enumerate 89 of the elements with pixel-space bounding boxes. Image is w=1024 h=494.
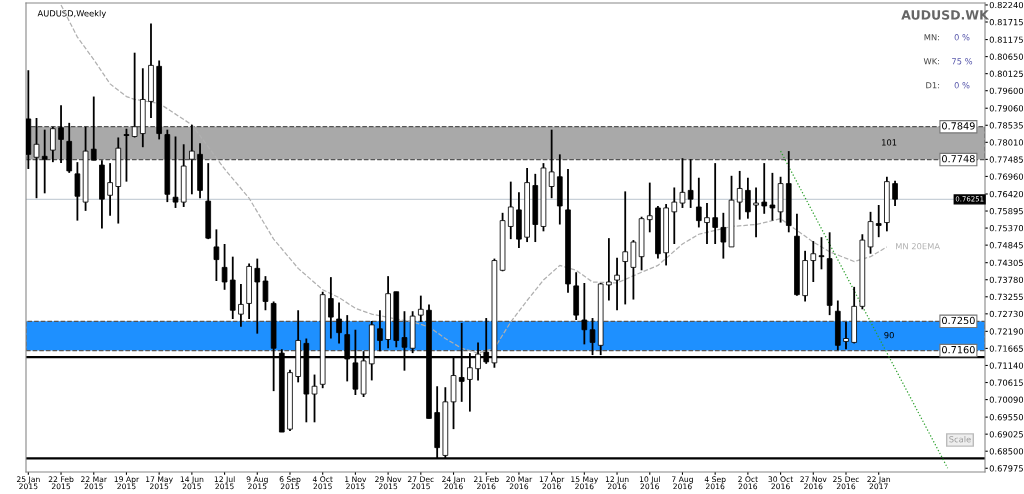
annotation: 0.7160 [942,345,975,354]
candlestick [687,158,694,209]
candlestick [33,117,40,200]
candlestick [238,283,244,328]
candlestick [614,256,620,312]
y-tick-label: 0.79600 [989,87,1024,94]
y-tick-label: 0.71140 [989,362,1024,369]
candlestick [892,179,898,207]
candlestick [507,180,514,241]
candlestick [189,123,195,196]
y-tick-label: 0.74305 [989,259,1023,266]
candlestick [74,161,81,222]
candlestick [712,162,718,245]
candlestick [671,186,678,245]
y-tick-label: 0.78535 [989,122,1023,129]
candlestick [736,170,743,221]
candlestick [418,294,424,323]
candlestick [213,228,220,282]
candlestick [172,135,179,209]
y-tick-label: 0.76420 [989,190,1024,198]
annotation: 0.7250 [942,316,975,325]
y-tick-label: 0.81715 [989,18,1023,26]
y-tick-label: 0.81175 [989,36,1023,43]
candlestick [262,275,269,312]
annotation: Scale [949,435,971,443]
candlestick [123,127,130,183]
candlestick [221,243,228,291]
candlestick [377,309,383,353]
y-tick-label: 0.80650 [989,53,1024,60]
y-tick-label: 0.80125 [989,70,1023,77]
annotation: 0 % [954,34,970,41]
y-tick-label: 0.77485 [989,156,1023,163]
candlestick [810,240,817,283]
candlestick [704,202,710,245]
series-label: MN 20EMA [896,243,940,250]
y-tick-label: 0.68500 [989,448,1024,455]
y-tick-label: 0.67975 [989,465,1023,472]
candlestick [679,157,686,209]
candlestick [646,181,653,234]
band-label: 90 [884,332,894,339]
candlestick [875,204,882,239]
candlestick [90,95,97,162]
y-tick-label: 0.74845 [989,242,1023,249]
candlestick [622,190,629,306]
y-tick-label: 0.69550 [989,414,1024,421]
y-tick-label: 0.76960 [989,173,1024,180]
candlestick [696,176,702,229]
band-label: 101 [882,139,897,146]
y-tick-label: 0.70090 [989,396,1024,403]
y-tick-label: 0.72190 [989,328,1024,335]
candlestick [50,125,56,164]
candlestick [328,276,334,340]
annotation: AUDUSD.WK [901,10,990,20]
y-tick-label: 0.69025 [989,431,1023,438]
candlestick [753,186,759,239]
annotation: 0.7748 [942,155,975,163]
candlestick [254,257,261,335]
y-tick-label: 0.75895 [989,208,1023,215]
annotation: 75 % [952,58,973,65]
candlestick [548,128,555,200]
candlestick [745,176,751,220]
annotation: D1: [926,82,940,89]
y-tick-label: 0.73255 [989,293,1023,301]
y-tick-label: 0.79060 [989,105,1024,112]
y-tick-label: 0.75370 [989,225,1024,232]
candlestick [336,301,342,345]
candlestick [581,282,588,346]
annotation: 0 % [954,82,970,89]
y-tick-label: 0.71665 [989,345,1023,352]
y-tick-label: 0.72730 [989,310,1024,318]
candlestick [843,321,849,351]
y-tick-label: 0.73780 [989,276,1024,284]
candlestick [606,237,612,302]
candlestick [41,128,48,195]
annotation: 0.7849 [942,122,975,130]
candlestick [311,373,318,424]
candlestick [131,51,138,139]
candlestick [107,162,113,217]
candlestick [818,236,825,271]
text: AUDUSD,Weekly [37,10,107,19]
y-tick-label: 0.78010 [989,139,1024,146]
annotation: WK: [923,58,940,65]
candlestick [761,162,768,215]
candlestick [58,104,64,165]
candlestick [769,171,776,222]
candlestick [720,211,727,260]
y-tick-label: 0.70615 [989,379,1023,386]
annotation: MN: [924,34,940,41]
y-tick-label: 0.82240 [989,1,1024,9]
